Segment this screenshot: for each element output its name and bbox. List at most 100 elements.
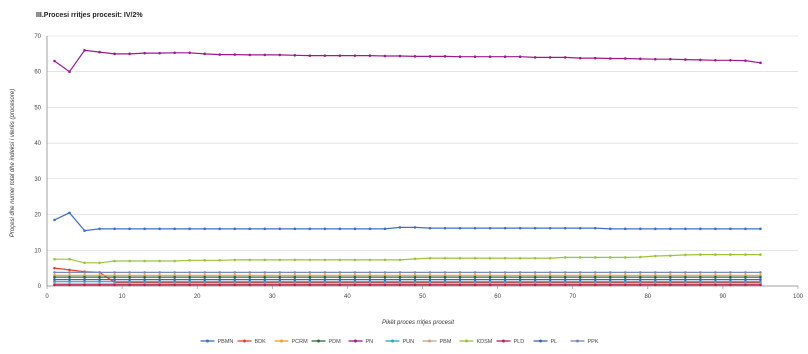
series-pld [53,283,762,287]
series-ppk [53,271,762,274]
data-point [293,227,297,231]
data-point [338,275,342,279]
data-point [638,275,642,279]
data-point [654,280,657,284]
axes [46,36,798,287]
data-point [353,280,357,284]
data-point [173,51,176,55]
data-point [218,273,222,277]
data-point [458,256,462,260]
data-point [458,278,462,281]
x-tick-label: 20 [194,294,201,300]
data-point [173,283,176,287]
legend-item: PUN [385,339,415,345]
data-point [744,253,747,256]
data-point [278,227,282,231]
data-point [53,271,56,274]
data-point [684,275,687,279]
data-point [293,271,297,274]
data-point [654,273,657,277]
data-point [608,273,612,277]
y-tick-label: 20 [34,213,41,219]
data-point [128,52,131,56]
data-point [233,258,237,262]
data-point [593,283,597,287]
data-point [503,275,507,279]
data-point [413,55,417,58]
data-point [578,283,582,287]
data-point [173,259,176,263]
data-point [248,227,252,231]
data-point [368,283,372,287]
data-point [518,271,522,274]
data-point [714,227,717,231]
data-point [83,275,86,279]
series-pl [53,278,762,281]
data-point [83,48,86,52]
data-point [488,283,492,287]
data-point [443,226,447,230]
data-point [278,283,282,287]
data-point [533,273,537,277]
data-point [518,55,522,59]
data-point [68,257,71,261]
data-point [623,256,627,259]
data-point [53,218,56,222]
data-point [623,283,627,287]
data-point [729,273,732,277]
data-point [278,278,282,281]
data-point [68,70,71,74]
data-point [128,227,131,231]
data-point [383,283,387,287]
data-point [293,275,297,279]
data-point [729,278,732,281]
data-point [308,227,312,231]
data-point [308,275,312,279]
data-point [353,278,357,281]
x-tick-label: 30 [269,294,276,300]
y-tick-label: 0 [38,284,42,290]
data-point [383,227,387,231]
data-point [98,227,101,231]
data-point [458,283,462,287]
data-point [143,278,146,281]
data-point [143,283,146,287]
data-point [143,51,146,55]
legend-label: PCRM [292,339,309,345]
series-kdsm [53,253,762,265]
data-point [113,227,116,231]
legend-item: PDM [311,339,342,345]
data-point [473,273,477,277]
data-point [308,273,312,277]
data-point [203,271,207,274]
data-point [428,275,432,279]
data-point [278,258,282,262]
data-point [744,280,747,284]
data-point [158,271,161,274]
data-point [368,280,372,284]
x-tick-label: 80 [644,294,651,300]
data-point [173,275,176,279]
data-point [218,271,222,274]
data-point [248,275,252,279]
data-point [338,271,342,274]
data-point [714,253,717,256]
data-point [563,275,567,279]
data-point [68,275,71,279]
data-point [293,258,297,262]
data-point [353,227,357,231]
legend-label: PDM [329,339,342,345]
data-point [383,258,387,262]
data-point [98,275,101,279]
legend-label: PUN [403,339,415,345]
data-point [83,229,86,232]
legend-item: PLD [496,339,524,345]
data-point [533,271,537,274]
data-point [398,273,402,277]
data-point [338,280,342,284]
data-point [533,280,537,284]
data-point [623,278,627,281]
data-point [323,258,327,262]
data-point [263,278,267,281]
data-point [578,271,582,274]
